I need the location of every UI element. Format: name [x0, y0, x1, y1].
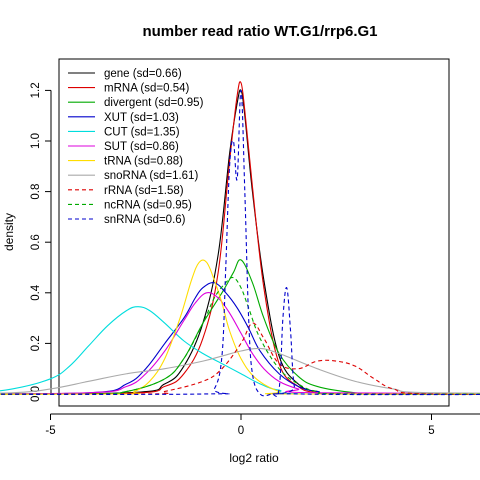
series-line-10	[0, 89, 480, 397]
y-tick-label: 1.0	[30, 133, 42, 149]
y-tick-label: 0.6	[30, 234, 42, 250]
y-tick-label: 0.4	[30, 284, 42, 301]
legend-label: XUT (sd=1.03)	[104, 112, 179, 124]
series-line-1	[0, 81, 480, 395]
y-axis-label: density	[2, 213, 16, 251]
legend-label: divergent (sd=0.95)	[104, 97, 204, 109]
x-tick-label: 0	[238, 425, 244, 437]
series-line-6	[0, 259, 480, 395]
series-line-0	[0, 89, 480, 395]
y-tick-label: 1.2	[30, 82, 42, 98]
series-line-9	[0, 276, 480, 395]
x-tick-label: 5	[428, 425, 434, 437]
x-axis: -50510	[45, 413, 480, 437]
series-line-5	[0, 292, 480, 395]
plot-frame	[58, 58, 450, 407]
legend-label: ncRNA (sd=0.95)	[104, 199, 192, 211]
series-layer	[0, 81, 480, 397]
legend-label: mRNA (sd=0.54)	[104, 83, 189, 95]
legend-label: SUT (sd=0.86)	[104, 141, 179, 153]
x-tick-label: -5	[45, 425, 55, 437]
legend-label: snoRNA (sd=1.61)	[104, 170, 198, 182]
legend-label: CUT (sd=1.35)	[104, 126, 180, 138]
legend-label: gene (sd=0.66)	[104, 68, 182, 80]
series-line-3	[0, 281, 480, 395]
legend-label: snRNA (sd=0.6)	[104, 214, 186, 226]
y-tick-label: 0.2	[30, 335, 42, 351]
legend-label: rRNA (sd=1.58)	[104, 185, 184, 197]
series-line-2	[0, 259, 480, 395]
series-line-8	[0, 322, 480, 395]
y-tick-label: 0.8	[30, 184, 42, 200]
legend: gene (sd=0.66) mRNA (sd=0.54) divergent (s…	[68, 68, 204, 226]
y-axis: 0.00.20.40.60.81.01.2	[30, 82, 52, 402]
series-line-4	[0, 306, 480, 395]
legend-label: tRNA (sd=0.88)	[104, 156, 183, 168]
chart-title: number read ratio WT.G1/rrp6.G1	[142, 23, 377, 40]
series-line-7	[0, 347, 480, 394]
x-axis-label: log2 ratio	[229, 451, 279, 465]
